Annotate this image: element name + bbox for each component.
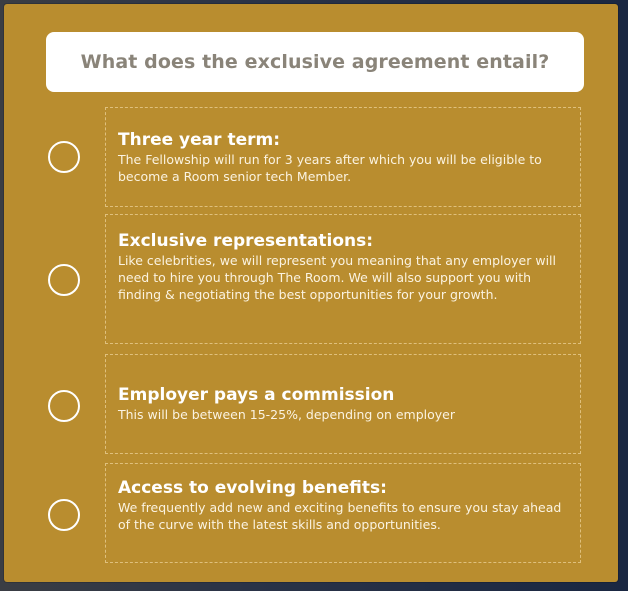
option-radio-employer-commission[interactable]	[48, 390, 80, 422]
option-title: Access to evolving benefits:	[118, 478, 387, 498]
option-title: Employer pays a commission	[118, 385, 395, 405]
option-radio-exclusive-representations[interactable]	[48, 264, 80, 296]
option-title: Exclusive representations:	[118, 231, 374, 251]
option-description: Like celebrities, we will represent you …	[118, 253, 557, 302]
option-three-year-term[interactable]: Three year term: The Fellowship will run…	[105, 107, 581, 207]
option-radio-three-year-term[interactable]	[48, 141, 80, 173]
option-evolving-benefits[interactable]: Access to evolving benefits: We frequent…	[105, 463, 581, 563]
option-exclusive-representations[interactable]: Exclusive representations: Like celebrit…	[105, 214, 581, 344]
option-description: We frequently add new and exciting benef…	[118, 500, 562, 532]
agreement-card: What does the exclusive agreement entail…	[4, 4, 618, 582]
option-radio-evolving-benefits[interactable]	[48, 499, 80, 531]
option-description: This will be between 15-25%, depending o…	[118, 407, 456, 422]
option-title: Three year term:	[118, 130, 280, 150]
question-text: What does the exclusive agreement entail…	[80, 51, 550, 73]
option-description: The Fellowship will run for 3 years afte…	[118, 152, 542, 184]
option-employer-commission[interactable]: Employer pays a commission This will be …	[105, 354, 581, 454]
question-header: What does the exclusive agreement entail…	[46, 32, 584, 92]
